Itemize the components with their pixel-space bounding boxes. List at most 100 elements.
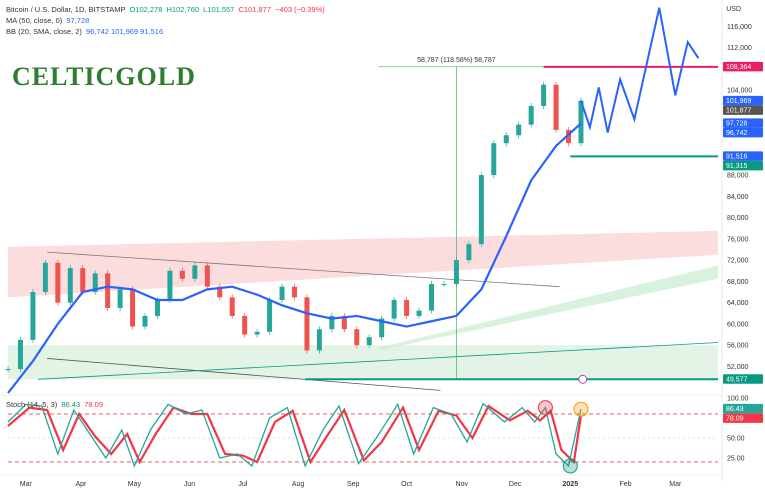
price-candle (229, 297, 235, 316)
time-tick-label: Apr (76, 481, 88, 488)
price-candle (416, 310, 422, 316)
price-candle (341, 315, 347, 330)
bb-values: 96,742 101,969 91,516 (85, 27, 164, 36)
price-candle (304, 297, 310, 351)
open-value: O102,278 (129, 5, 163, 14)
stoch-d-tag-label: 78.09 (726, 416, 744, 423)
price-tick-label: 52,000 (727, 364, 749, 371)
price-tick-label: 116,000 (727, 24, 752, 31)
price-series (5, 81, 584, 373)
axis-tag-label: 97,728 (726, 121, 748, 128)
price-candle (541, 84, 547, 106)
time-tick-label: Jul (238, 481, 247, 488)
price-candle (5, 369, 11, 371)
price-candle (55, 262, 61, 303)
forecast-path (580, 7, 700, 133)
level-marker (578, 374, 588, 384)
background-zones (8, 230, 718, 380)
price-tick-label: 68,000 (727, 279, 749, 286)
price-candle (391, 299, 397, 319)
axis-tag (723, 95, 763, 106)
price-tick-label: 84,000 (727, 194, 749, 201)
price-tick-label: 56,000 (727, 343, 749, 350)
horizontal-levels (305, 65, 718, 384)
ma-legend: MA (50, close, 0) 97,728 (6, 16, 89, 25)
price-candle (441, 284, 447, 286)
price-candle (553, 84, 559, 130)
ma-label: MA (50, close, 0) (6, 16, 63, 25)
axis-tag-label: 96,742 (726, 130, 748, 137)
stoch-d-line (7, 404, 583, 465)
price-candle (92, 273, 98, 293)
ma50-series (7, 122, 582, 394)
price-candle (30, 292, 36, 340)
stoch-marker (537, 400, 553, 416)
currency-label: USD (726, 6, 741, 13)
price-candle (516, 124, 522, 136)
descending-trendline (47, 251, 560, 288)
time-tick-label: Nov (456, 481, 469, 488)
trendlines: 58,787 (118.58%) 58,787 (37, 57, 719, 391)
price-tick-label: 80,000 (727, 215, 749, 222)
axis-tag (723, 374, 763, 384)
symbol-line: Bitcoin / U.S. Dollar, 1D, BITSTAMP (6, 5, 126, 14)
price-candle (491, 143, 497, 176)
price-tick-label: 60,000 (727, 321, 749, 328)
axis-tag-label: 49,577 (726, 377, 748, 384)
price-candle (167, 270, 173, 300)
time-tick-label: Feb (619, 481, 631, 488)
axis-tag-label: 91,315 (726, 163, 748, 170)
price-candle (254, 331, 260, 335)
price-candle (117, 289, 123, 308)
ma50-line (7, 122, 582, 394)
stoch-d-tag (723, 413, 763, 423)
price-candle (366, 337, 372, 346)
price-candle (242, 315, 248, 335)
change-value: −403 (−0.39%) (275, 5, 325, 14)
stoch-k-tag-label: 86.43 (726, 406, 744, 413)
rising-support-wedge (378, 265, 718, 351)
time-tick-label: Aug (292, 481, 305, 488)
bb-legend: BB (20, SMA, close, 2) 96,742 101,969 91… (6, 27, 163, 36)
low-value: L101,557 (203, 5, 235, 14)
price-candle (80, 268, 86, 293)
stoch-tick-label: 50.00 (727, 436, 745, 443)
price-candle (453, 260, 459, 285)
price-candle (329, 315, 335, 330)
price-candle (316, 329, 322, 351)
price-candle (204, 265, 210, 287)
price-candle (291, 286, 297, 298)
axis-tag-label: 91,516 (726, 154, 748, 161)
price-candle (528, 105, 534, 125)
ma-value: 97,728 (66, 16, 90, 25)
axis-tag (723, 118, 763, 128)
stoch-tick-label: 100.00 (727, 396, 749, 403)
time-tick-label: Jun (184, 481, 195, 488)
price-candle (17, 339, 23, 370)
price-candle (379, 318, 385, 338)
axis-tag-label: 108,364 (726, 64, 751, 71)
price-candle (179, 270, 185, 279)
price-candle (217, 286, 223, 298)
price-candle (192, 265, 198, 279)
stoch-marker (573, 401, 589, 417)
price-tick-label: 76,000 (727, 236, 749, 243)
price-candle (154, 299, 160, 316)
axis-tag (723, 127, 763, 138)
price-tick-label: 72,000 (727, 258, 749, 265)
price-candle (279, 286, 285, 300)
axis-tag-label: 101,877 (726, 108, 751, 115)
time-tick-label: Sep (347, 481, 360, 488)
time-tick-label: Oct (401, 481, 412, 488)
stoch-legend: Stoch (14, 5, 3) 86.43 78.09 (6, 400, 103, 409)
price-candle (404, 299, 410, 316)
high-value: H102,760 (166, 5, 200, 14)
price-candle (503, 135, 509, 144)
axis-tag (723, 160, 763, 171)
rising-trendline (37, 342, 719, 380)
celticgold-logo: CELTICGOLD (12, 62, 196, 91)
support-zone (8, 345, 718, 380)
axis-tag (723, 151, 763, 161)
price-candle (130, 289, 136, 327)
price-tick-label: 104,000 (727, 88, 752, 95)
